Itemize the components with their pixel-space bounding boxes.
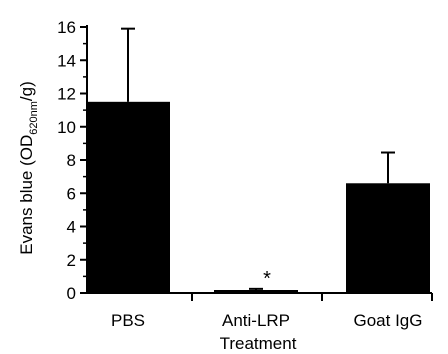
y-tick-label: 4 (67, 218, 76, 237)
y-tick-label: 16 (57, 18, 76, 37)
y-axis-title-subscript: 620nm (28, 101, 40, 135)
bar-anti-lrp (214, 290, 298, 293)
y-tick-label: 2 (67, 251, 76, 270)
bar-goat-igg (346, 183, 430, 293)
x-axis-title: Treatment (220, 334, 297, 353)
significance-star: * (263, 268, 271, 290)
category-labels: PBS Anti-LRP Goat IgG (111, 311, 423, 330)
y-tick-label: 0 (67, 284, 76, 303)
annotations: * (263, 268, 271, 290)
category-label: Goat IgG (354, 311, 423, 330)
y-ticks: 0 2 4 6 8 10 12 14 16 (57, 18, 87, 303)
error-bars (121, 27, 395, 291)
y-tick-label: 8 (67, 151, 76, 170)
y-tick-label: 12 (57, 85, 76, 104)
bar-pbs (86, 101, 170, 293)
bars (86, 101, 430, 293)
y-axis-title-main: Evans blue (OD (17, 135, 36, 255)
x-ticks (191, 293, 433, 301)
y-axis-title: Evans blue (OD620nm/g) (17, 81, 40, 254)
category-label: PBS (111, 311, 145, 330)
y-tick-label: 10 (57, 118, 76, 137)
y-axis: 0 2 4 6 8 10 12 14 16 (57, 18, 88, 303)
category-label: Anti-LRP (222, 311, 290, 330)
y-tick-label: 6 (67, 184, 76, 203)
y-axis-title-unit: /g) (17, 81, 36, 101)
x-axis (87, 292, 433, 301)
y-tick-label: 14 (57, 51, 76, 70)
